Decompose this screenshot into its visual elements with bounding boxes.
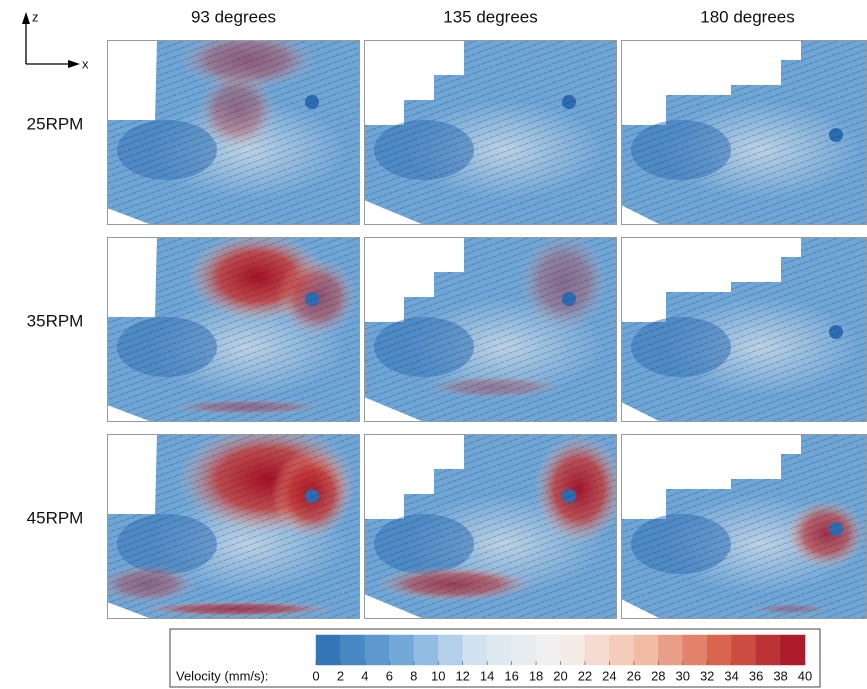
colorbar-cell bbox=[365, 635, 389, 665]
colorbar-tick-label: 10 bbox=[431, 668, 445, 683]
colorbar-tick-label: 40 bbox=[798, 668, 812, 683]
colorbar-cell bbox=[585, 635, 609, 665]
colorbar-tick-label: 14 bbox=[480, 668, 494, 683]
field bbox=[107, 232, 360, 422]
flow-panel bbox=[107, 30, 360, 225]
colorbar-cell bbox=[414, 635, 438, 665]
figure: z x Velocity (mm/s): 0246810121416182022… bbox=[0, 0, 867, 689]
column-title: 180 degrees bbox=[700, 7, 795, 26]
colorbar-tick-label: 24 bbox=[602, 668, 616, 683]
colorbar-cell bbox=[634, 635, 658, 665]
flow-panel bbox=[364, 232, 617, 422]
flow-panel bbox=[621, 237, 867, 422]
colorbar-tick-label: 18 bbox=[529, 668, 543, 683]
column-title: 135 degrees bbox=[443, 7, 538, 26]
field bbox=[107, 30, 360, 225]
colorbar-tick-label: 32 bbox=[700, 668, 714, 683]
colorbar-cell bbox=[536, 635, 560, 665]
field bbox=[364, 40, 617, 225]
flow-panel bbox=[97, 424, 360, 619]
colorbar-cell bbox=[316, 635, 340, 665]
colorbar-cell bbox=[487, 635, 511, 665]
z-label: z bbox=[32, 9, 39, 24]
colorbar-tick-label: 38 bbox=[773, 668, 787, 683]
colorbar-tick-label: 26 bbox=[627, 668, 641, 683]
colorbar-tick-label: 36 bbox=[749, 668, 763, 683]
field bbox=[97, 424, 360, 619]
colorbar-cell bbox=[438, 635, 462, 665]
field bbox=[621, 434, 867, 619]
colorbar-cell bbox=[732, 635, 756, 665]
column-title: 93 degrees bbox=[191, 7, 276, 26]
colorbar-tick-label: 0 bbox=[312, 668, 319, 683]
colorbar-cell bbox=[658, 635, 682, 665]
row-label: 25RPM bbox=[27, 114, 84, 133]
x-label: x bbox=[82, 56, 89, 71]
colorbar-tick-label: 6 bbox=[386, 668, 393, 683]
colorbar-cell bbox=[340, 635, 364, 665]
colorbar-cell bbox=[781, 635, 805, 665]
colorbar-cell bbox=[707, 635, 731, 665]
colorbar-tick-label: 20 bbox=[553, 668, 567, 683]
colorbar-tick-label: 12 bbox=[455, 668, 469, 683]
colorbar-cell bbox=[389, 635, 413, 665]
colorbar-tick-label: 8 bbox=[410, 668, 417, 683]
axes-indicator: z x bbox=[22, 9, 89, 71]
colorbar-tick-label: 4 bbox=[361, 668, 368, 683]
flow-panel bbox=[364, 434, 624, 619]
colorbar-tick-label: 16 bbox=[504, 668, 518, 683]
colorbar-cell bbox=[609, 635, 633, 665]
colorbar-cell bbox=[463, 635, 487, 665]
flow-panel bbox=[107, 232, 360, 422]
colorbar-cell bbox=[512, 635, 536, 665]
row-label: 45RPM bbox=[27, 508, 84, 527]
colorbar-tick-label: 30 bbox=[676, 668, 690, 683]
colorbar-cell bbox=[683, 635, 707, 665]
colorbar-tick-label: 2 bbox=[337, 668, 344, 683]
flow-panel bbox=[621, 434, 867, 619]
field bbox=[364, 434, 624, 619]
row-label: 35RPM bbox=[27, 311, 84, 330]
colorbar-tick-label: 22 bbox=[578, 668, 592, 683]
field bbox=[621, 237, 867, 422]
panels bbox=[97, 30, 867, 619]
flow-panel bbox=[364, 40, 617, 225]
field bbox=[364, 232, 617, 422]
flow-panel bbox=[621, 40, 867, 225]
colorbar-tick-label: 28 bbox=[651, 668, 665, 683]
colorbar-cell bbox=[756, 635, 780, 665]
colorbar-cell bbox=[561, 635, 585, 665]
colorbar-label: Velocity (mm/s): bbox=[176, 668, 268, 683]
field bbox=[621, 40, 867, 225]
colorbar-tick-label: 34 bbox=[724, 668, 738, 683]
